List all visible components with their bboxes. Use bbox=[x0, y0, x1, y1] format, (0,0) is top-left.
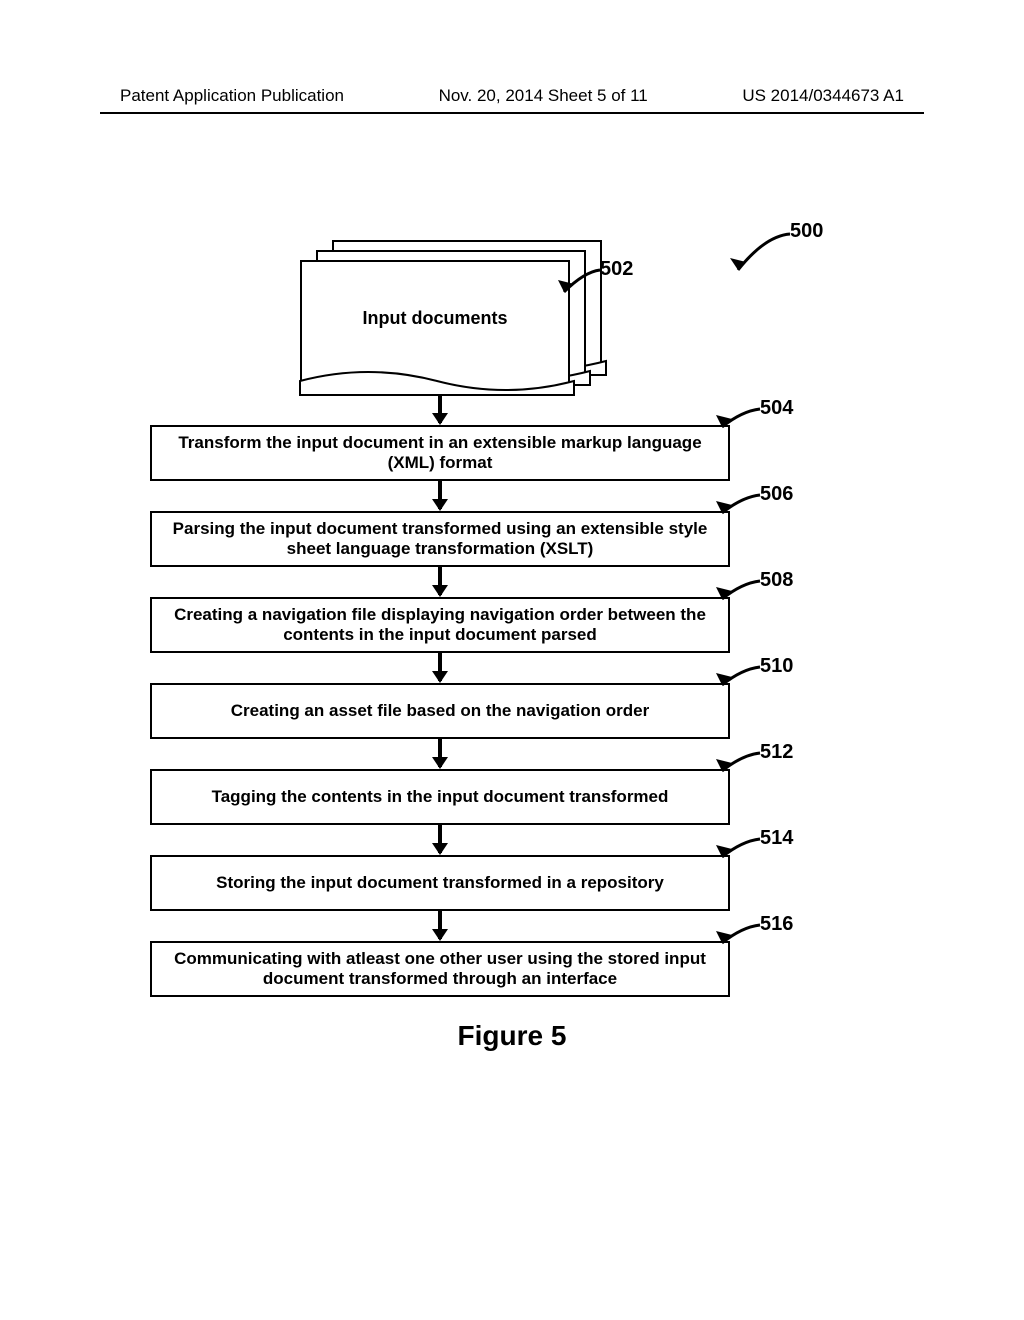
arrow-508 bbox=[438, 653, 442, 681]
arrow-510 bbox=[438, 739, 442, 767]
arrow-514 bbox=[438, 911, 442, 939]
arrow-0 bbox=[438, 396, 442, 423]
step-box-514: Storing the input document transformed i… bbox=[150, 855, 730, 911]
leader-504 bbox=[712, 397, 772, 433]
leader-506 bbox=[712, 483, 772, 519]
step-box-510: Creating an asset file based on the navi… bbox=[150, 683, 730, 739]
leader-diagram bbox=[720, 220, 800, 280]
arrow-504 bbox=[438, 481, 442, 509]
input-doc-label: Input documents bbox=[302, 308, 568, 329]
step-box-516: Communicating with atleast one other use… bbox=[150, 941, 730, 997]
header-mid: Nov. 20, 2014 Sheet 5 of 11 bbox=[439, 86, 648, 106]
step-box-504: Transform the input document in an exten… bbox=[150, 425, 730, 481]
header-rule bbox=[100, 112, 924, 114]
step-box-512: Tagging the contents in the input docume… bbox=[150, 769, 730, 825]
leader-512 bbox=[712, 741, 772, 777]
leader-502 bbox=[552, 258, 607, 298]
leader-508 bbox=[712, 569, 772, 605]
arrow-512 bbox=[438, 825, 442, 853]
step-box-508: Creating a navigation file displaying na… bbox=[150, 597, 730, 653]
page-header: Patent Application Publication Nov. 20, … bbox=[0, 86, 1024, 106]
figure-caption: Figure 5 bbox=[0, 1020, 1024, 1052]
leader-510 bbox=[712, 655, 772, 691]
arrow-506 bbox=[438, 567, 442, 595]
leader-516 bbox=[712, 913, 772, 949]
header-right: US 2014/0344673 A1 bbox=[742, 86, 904, 106]
header-left: Patent Application Publication bbox=[120, 86, 344, 106]
leader-514 bbox=[712, 827, 772, 863]
flowchart-canvas: 500 Input documents 502 Transform t bbox=[0, 150, 1024, 1320]
step-box-506: Parsing the input document transformed u… bbox=[150, 511, 730, 567]
